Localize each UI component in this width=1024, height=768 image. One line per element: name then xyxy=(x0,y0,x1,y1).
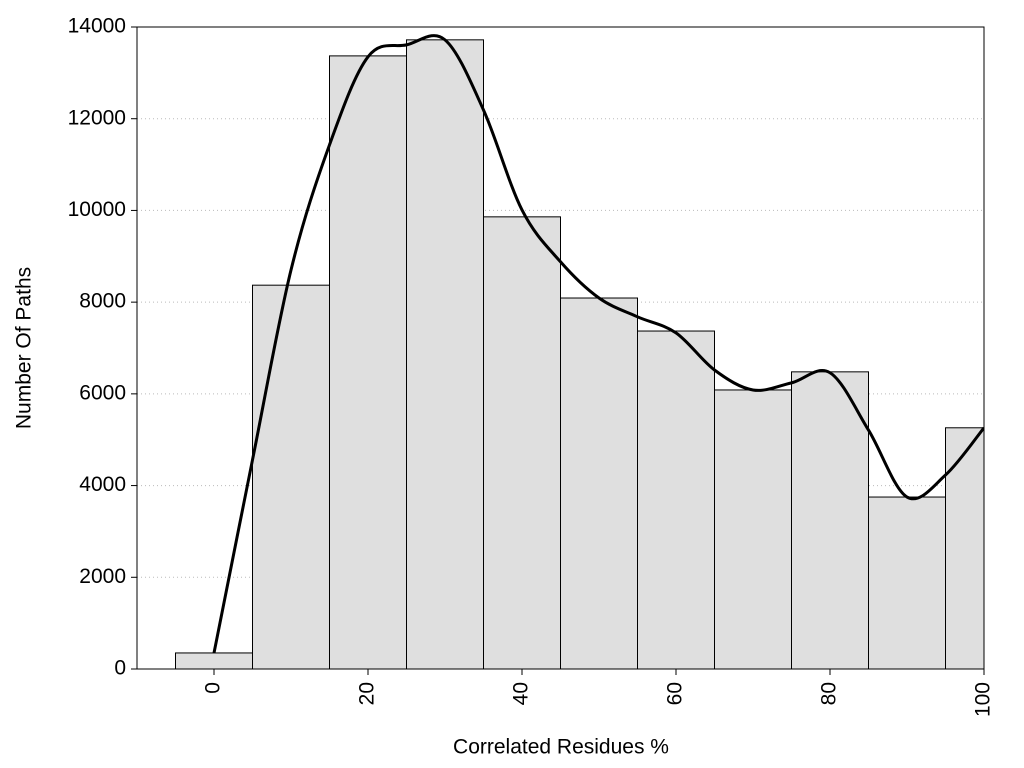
bars xyxy=(175,39,984,669)
x-tick-label: 40 xyxy=(510,682,533,705)
y-tick-label: 2000 xyxy=(79,565,126,588)
y-tick-label: 0 xyxy=(114,657,126,680)
histogram-bar xyxy=(637,330,715,669)
histogram-bar xyxy=(175,652,253,669)
ticks: 0 2000 4000 6000 8000 10000 12000 14000 0 20 40 60 8… xyxy=(68,15,995,718)
x-tick-label: 100 xyxy=(972,682,995,717)
histogram-bar xyxy=(560,297,638,669)
plot-frame xyxy=(136,26,985,670)
y-tick-label: 4000 xyxy=(79,473,126,496)
y-tick-label: 12000 xyxy=(68,106,126,129)
x-tick-label: 20 xyxy=(356,682,379,705)
histogram-bar xyxy=(406,39,484,669)
y-tick-label: 8000 xyxy=(79,290,126,313)
x-tick-label: 80 xyxy=(818,682,841,705)
y-axis-label: Number Of Paths xyxy=(13,267,36,429)
y-tick-label: 10000 xyxy=(68,198,126,221)
y-tick-label: 14000 xyxy=(68,15,126,38)
histogram-bar xyxy=(483,216,561,669)
histogram-bar xyxy=(252,284,330,669)
x-tick-label: 0 xyxy=(202,682,225,694)
histogram-bar xyxy=(868,496,946,669)
histogram-bar xyxy=(329,55,407,669)
y-tick-label: 6000 xyxy=(79,381,126,404)
density-curve xyxy=(212,34,984,654)
curve-group xyxy=(212,34,984,654)
x-tick-label: 60 xyxy=(664,682,687,705)
x-axis-label: Correlated Residues % xyxy=(453,736,669,759)
histogram-bar xyxy=(791,371,869,669)
histogram-bar xyxy=(714,389,792,669)
